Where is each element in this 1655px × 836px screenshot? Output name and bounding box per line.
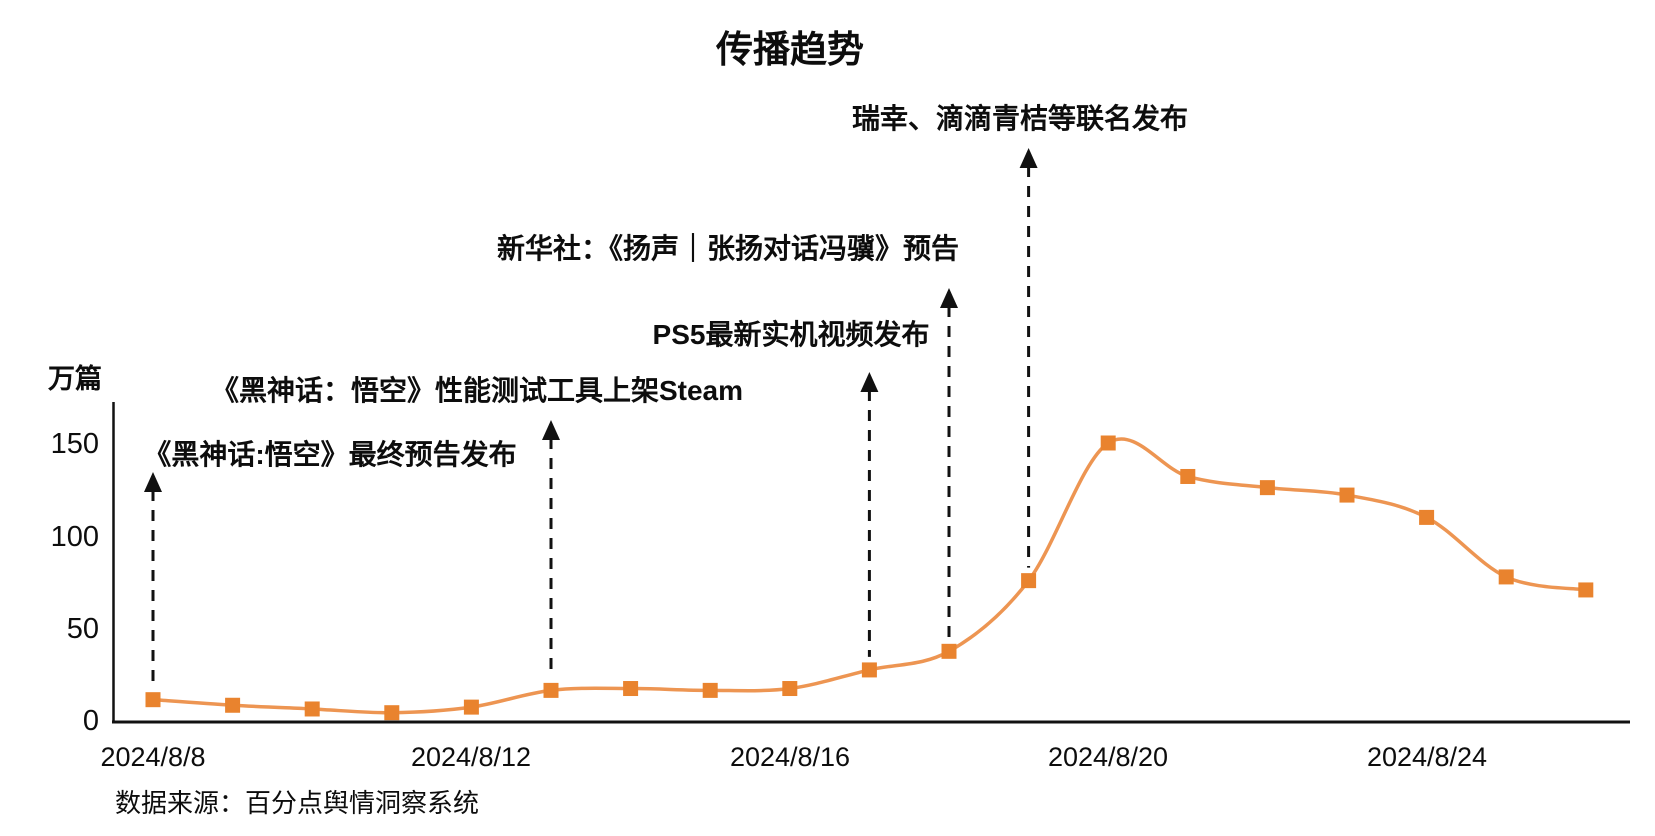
data-point-marker: [1419, 509, 1435, 525]
axes: [112, 402, 1630, 724]
annotation: 瑞幸、滴滴青桔等联名发布: [852, 102, 1188, 568]
data-source-note: 数据来源：百分点舆情洞察系统: [115, 788, 479, 818]
data-point-marker: [1021, 573, 1037, 589]
annotation: 《黑神话:悟空》最终预告发布: [143, 438, 517, 687]
data-point-marker: [623, 681, 639, 697]
y-tick-label: 0: [83, 705, 99, 737]
data-point-marker: [225, 697, 241, 713]
data-point-marker: [1259, 480, 1275, 496]
data-point-marker: [304, 701, 320, 717]
y-tick-label: 150: [51, 428, 99, 460]
y-tick-label: 100: [51, 521, 99, 553]
annotation-label: 瑞幸、滴滴青桔等联名发布: [852, 102, 1188, 134]
annotation-arrowhead-icon: [1019, 148, 1038, 168]
y-tick-label: 50: [67, 613, 99, 645]
data-point-marker: [861, 662, 877, 678]
data-point-marker: [384, 705, 400, 721]
annotation-arrowhead-icon: [542, 420, 560, 440]
y-axis-unit-label: 万篇: [48, 363, 102, 394]
chart-title: 传播趋势: [715, 29, 864, 70]
data-point-marker: [941, 643, 957, 659]
data-point-marker: [702, 682, 718, 698]
annotation-label: 新华社：《扬声｜张扬对话冯骥》预告: [497, 232, 959, 264]
data-point-marker: [1100, 435, 1116, 451]
x-tick-label: 2024/8/20: [1048, 742, 1168, 772]
series-layer: [145, 435, 1594, 721]
data-point-marker: [463, 699, 479, 715]
data-point-marker: [543, 682, 559, 698]
annotation-label: 《黑神话：悟空》性能测试工具上架Steam: [211, 374, 743, 406]
annotation: 新华社：《扬声｜张扬对话冯骥》预告: [497, 232, 959, 639]
annotation: 《黑神话：悟空》性能测试工具上架Steam: [211, 374, 743, 678]
x-tick-label: 2024/8/8: [100, 742, 205, 772]
x-tick-label: 2024/8/24: [1367, 742, 1487, 772]
y-axis-ticks: 0 50 100 150: [51, 428, 99, 737]
annotations-layer: 《黑神话:悟空》最终预告发布 《黑神话：悟空》性能测试工具上架Steam PS5最新…: [143, 102, 1188, 687]
data-point-marker: [782, 681, 798, 697]
x-tick-label: 2024/8/16: [730, 742, 850, 772]
x-tick-label: 2024/8/12: [411, 742, 531, 772]
annotation-label: 《黑神话:悟空》最终预告发布: [143, 438, 516, 470]
annotation-arrowhead-icon: [940, 288, 958, 308]
x-axis-ticks: 2024/8/8 2024/8/12 2024/8/16 2024/8/20 2…: [100, 742, 1487, 772]
annotation: PS5最新实机视频发布: [653, 318, 930, 657]
annotation-arrowhead-icon: [860, 372, 879, 392]
data-point-marker: [1339, 487, 1355, 503]
annotation-arrowhead-icon: [144, 472, 162, 492]
data-point-marker: [1180, 468, 1196, 484]
data-point-marker: [1498, 569, 1514, 585]
data-point-marker: [1578, 582, 1594, 598]
data-point-marker: [145, 692, 161, 708]
annotation-label: PS5最新实机视频发布: [653, 318, 930, 350]
